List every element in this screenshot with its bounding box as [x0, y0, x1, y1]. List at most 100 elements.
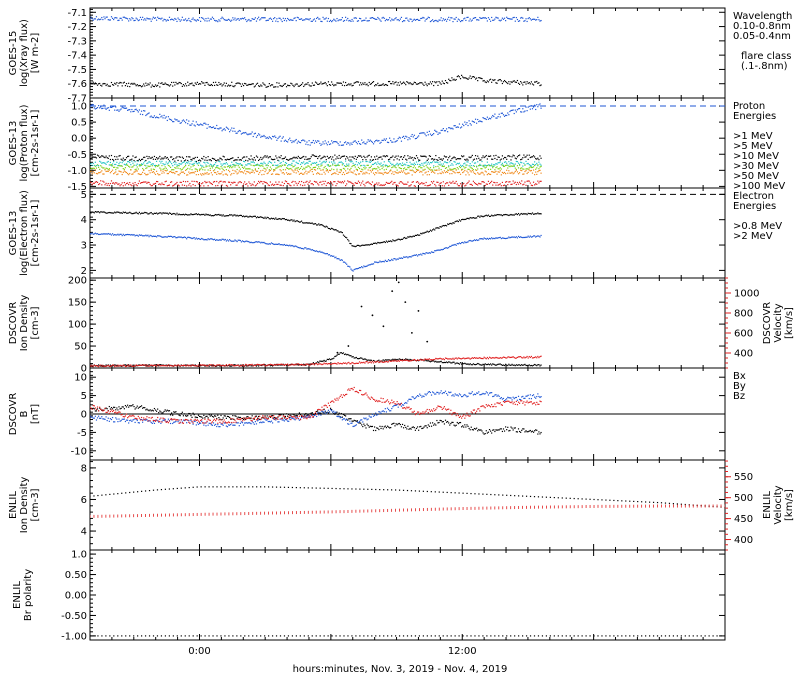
data-point: [514, 236, 516, 239]
data-point: [305, 181, 307, 183]
data-point: [352, 270, 354, 272]
data-point: [325, 360, 327, 362]
data-point: [419, 234, 421, 236]
data-point: [232, 240, 234, 242]
data-point: [413, 171, 415, 173]
data-point: [168, 118, 171, 120]
data-point: [516, 109, 519, 111]
data-point: [536, 162, 538, 164]
data-point: [435, 227, 437, 229]
data-point: [304, 172, 306, 174]
data-point: [521, 236, 523, 239]
data-point: [377, 166, 379, 168]
data-point: [181, 162, 183, 164]
data-point: [137, 19, 139, 22]
data-point: [248, 241, 250, 243]
data-point: [155, 212, 158, 214]
data-point: [148, 161, 150, 163]
data-point: [119, 161, 121, 163]
data-point: [110, 16, 113, 18]
data-point: [459, 242, 462, 245]
data-point: [207, 83, 209, 85]
data-point: [451, 169, 453, 171]
data-point: [116, 109, 118, 111]
data-point: [193, 213, 195, 215]
data-point: [195, 213, 197, 215]
data-point: [262, 242, 264, 244]
data-point: [419, 159, 421, 161]
data-point: [414, 167, 417, 169]
data-point: [194, 82, 196, 84]
data-point: [485, 17, 487, 20]
data-point: [391, 141, 393, 143]
data-point: [391, 180, 393, 182]
data-point: [534, 18, 536, 20]
data-point: [471, 240, 473, 242]
data-point: [527, 180, 529, 182]
data-point: [269, 243, 272, 245]
data-point: [505, 80, 507, 83]
data-point: [192, 120, 194, 122]
data-point: [246, 183, 248, 185]
y-tick-label: -1.0: [67, 166, 87, 177]
data-point: [396, 84, 398, 86]
data-point: [105, 182, 107, 184]
data-point: [479, 238, 481, 240]
data-point: [242, 240, 245, 243]
y2-tick-label: 600: [734, 329, 753, 340]
data-point: [321, 20, 323, 23]
data-point: [273, 164, 275, 166]
data-point: [420, 164, 422, 166]
data-point: [496, 158, 498, 161]
data-point: [117, 173, 119, 175]
data-point: [296, 16, 298, 18]
data-point: [169, 166, 172, 168]
data-point: [293, 219, 295, 221]
data-point: [323, 171, 325, 173]
data-point: [226, 239, 229, 241]
data-point: [515, 183, 517, 186]
y2-axis-label: [km/s]: [784, 307, 795, 339]
data-point: [391, 166, 393, 169]
data-point: [169, 212, 172, 215]
data-point: [430, 230, 433, 232]
data-point: [154, 182, 157, 185]
data-point: [362, 267, 364, 269]
data-point: [207, 162, 209, 164]
data-point: [473, 162, 476, 164]
data-point: [438, 19, 440, 21]
data-point: [454, 182, 456, 184]
data-point: [493, 181, 495, 184]
data-point: [411, 255, 413, 257]
data-point: [426, 174, 428, 176]
data-point: [500, 112, 502, 114]
data-point: [518, 172, 521, 174]
data-point: [539, 155, 541, 157]
data-point: [249, 215, 251, 217]
data-point: [279, 218, 281, 220]
data-point: [496, 82, 498, 84]
data-point: [189, 163, 191, 165]
data-point: [508, 214, 510, 217]
data-point: [534, 161, 536, 163]
data-point: [133, 171, 135, 173]
data-point: [113, 161, 115, 163]
data-point: [134, 171, 136, 173]
data-point: [154, 166, 157, 168]
data-point: [348, 181, 350, 183]
data-point: [135, 184, 137, 186]
data-point: [356, 169, 359, 172]
data-point: [201, 124, 203, 126]
data-point: [324, 173, 326, 175]
data-point: [385, 155, 388, 157]
data-point: [491, 180, 493, 182]
data-point: [366, 20, 368, 22]
data-point: [193, 180, 195, 183]
data-point: [209, 84, 211, 87]
data-point: [175, 81, 177, 83]
data-point: [309, 85, 311, 87]
data-point: [506, 237, 508, 239]
data-point: [213, 84, 216, 87]
data-point: [421, 171, 423, 173]
data-point: [438, 249, 440, 251]
